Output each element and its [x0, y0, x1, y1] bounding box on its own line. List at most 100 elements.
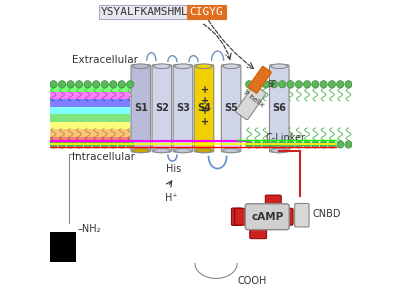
- FancyBboxPatch shape: [269, 65, 288, 152]
- Circle shape: [245, 141, 252, 148]
- Ellipse shape: [222, 148, 239, 153]
- Ellipse shape: [195, 64, 212, 69]
- Text: CIGYG: CIGYG: [189, 7, 223, 17]
- Ellipse shape: [222, 64, 239, 69]
- Ellipse shape: [195, 148, 212, 153]
- Circle shape: [344, 81, 351, 88]
- Bar: [51, 122, 130, 129]
- Circle shape: [319, 141, 326, 148]
- Circle shape: [67, 81, 74, 88]
- Text: SF: SF: [267, 80, 275, 89]
- Circle shape: [328, 81, 335, 88]
- Text: S2: S2: [154, 103, 168, 113]
- Circle shape: [336, 141, 343, 148]
- Text: COOH: COOH: [237, 276, 266, 287]
- Circle shape: [294, 141, 302, 148]
- Circle shape: [118, 81, 125, 88]
- Circle shape: [126, 81, 134, 88]
- Circle shape: [92, 81, 99, 88]
- Ellipse shape: [132, 64, 149, 69]
- Bar: [51, 99, 130, 107]
- Circle shape: [109, 141, 117, 148]
- Circle shape: [118, 141, 125, 148]
- Bar: [51, 114, 130, 122]
- Text: cAMP: cAMP: [251, 212, 283, 222]
- FancyBboxPatch shape: [282, 208, 292, 225]
- Ellipse shape: [270, 64, 287, 69]
- Text: +: +: [201, 85, 209, 95]
- FancyBboxPatch shape: [131, 65, 150, 152]
- Text: S4: S4: [196, 103, 211, 113]
- Circle shape: [109, 81, 117, 88]
- Bar: [51, 107, 130, 114]
- Circle shape: [311, 81, 318, 88]
- Ellipse shape: [174, 64, 191, 69]
- Circle shape: [253, 141, 260, 148]
- Circle shape: [50, 141, 57, 148]
- Circle shape: [67, 141, 74, 148]
- Circle shape: [328, 141, 335, 148]
- Circle shape: [75, 81, 83, 88]
- Circle shape: [92, 141, 99, 148]
- FancyBboxPatch shape: [221, 65, 240, 152]
- Ellipse shape: [153, 64, 170, 69]
- FancyBboxPatch shape: [245, 204, 288, 230]
- Text: C-Linker: C-Linker: [265, 133, 304, 143]
- Circle shape: [344, 141, 351, 148]
- Bar: [51, 129, 130, 137]
- Circle shape: [50, 81, 57, 88]
- FancyBboxPatch shape: [247, 66, 271, 93]
- Circle shape: [286, 81, 294, 88]
- Text: His: His: [166, 163, 181, 174]
- Circle shape: [253, 81, 260, 88]
- Circle shape: [261, 141, 269, 148]
- Text: YSYALFKAMSHML: YSYALFKAMSHML: [101, 7, 188, 17]
- Ellipse shape: [132, 148, 149, 153]
- Circle shape: [270, 141, 277, 148]
- Bar: [51, 232, 76, 262]
- Text: +: +: [201, 106, 209, 116]
- Ellipse shape: [153, 148, 170, 153]
- Circle shape: [75, 141, 83, 148]
- Circle shape: [84, 81, 91, 88]
- Circle shape: [101, 81, 108, 88]
- Circle shape: [101, 141, 108, 148]
- Bar: [51, 92, 130, 99]
- Text: P helix: P helix: [242, 90, 264, 108]
- Ellipse shape: [174, 148, 191, 153]
- Circle shape: [278, 81, 285, 88]
- Bar: [51, 84, 130, 92]
- Circle shape: [303, 81, 310, 88]
- FancyBboxPatch shape: [249, 228, 266, 239]
- Circle shape: [303, 141, 310, 148]
- Ellipse shape: [270, 148, 287, 153]
- FancyBboxPatch shape: [152, 65, 171, 152]
- Circle shape: [58, 141, 65, 148]
- Circle shape: [294, 81, 302, 88]
- FancyBboxPatch shape: [294, 203, 308, 227]
- Text: –NH₂: –NH₂: [77, 224, 101, 234]
- FancyBboxPatch shape: [173, 65, 192, 152]
- Bar: [51, 137, 130, 144]
- Text: +: +: [201, 96, 209, 106]
- FancyBboxPatch shape: [235, 85, 265, 120]
- Circle shape: [58, 81, 65, 88]
- Text: S5: S5: [224, 103, 237, 113]
- Circle shape: [84, 141, 91, 148]
- Circle shape: [261, 81, 269, 88]
- Circle shape: [311, 141, 318, 148]
- FancyBboxPatch shape: [279, 208, 290, 225]
- Circle shape: [126, 141, 134, 148]
- Text: S3: S3: [176, 103, 189, 113]
- Text: Extracellular: Extracellular: [71, 55, 137, 65]
- Text: H⁺: H⁺: [164, 193, 177, 203]
- Text: S1: S1: [134, 103, 148, 113]
- FancyBboxPatch shape: [265, 195, 281, 205]
- Circle shape: [278, 141, 285, 148]
- FancyBboxPatch shape: [231, 208, 242, 225]
- Text: CNBD: CNBD: [312, 209, 340, 219]
- Text: +: +: [201, 117, 209, 127]
- Circle shape: [245, 81, 252, 88]
- Text: S6: S6: [271, 103, 286, 113]
- FancyBboxPatch shape: [234, 208, 245, 225]
